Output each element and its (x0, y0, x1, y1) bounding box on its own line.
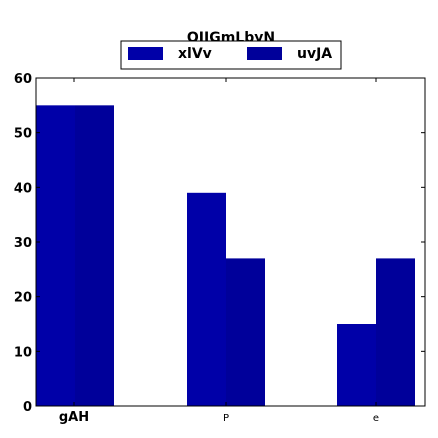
bar-gAH-series-1 (36, 105, 75, 406)
x-tick-label-gAH: gAH (59, 410, 89, 425)
x-tick-label-P: P (223, 413, 229, 424)
y-tick-label: 30 (14, 236, 32, 251)
legend-swatch-series-2 (247, 47, 282, 60)
bar-e-series-1 (337, 324, 376, 406)
bar-gAH-series-2 (75, 105, 114, 406)
bar-P-series-1 (187, 192, 226, 406)
y-tick-label: 0 (23, 400, 32, 415)
y-tick-label: 20 (14, 291, 32, 306)
legend-label-series-2: uvJA (297, 46, 332, 62)
legend: xlVv uvJA (120, 40, 342, 70)
y-tick-label: 50 (14, 127, 32, 142)
bar-e-series-2 (376, 258, 415, 406)
bar-P-series-2 (226, 258, 265, 406)
x-tick-label-e: e (373, 413, 379, 424)
legend-swatch-series-1 (128, 47, 163, 60)
y-tick-label: 60 (14, 72, 32, 87)
y-tick-label: 40 (14, 181, 32, 196)
legend-label-series-1: xlVv (178, 46, 212, 62)
y-tick-label: 10 (14, 345, 32, 360)
